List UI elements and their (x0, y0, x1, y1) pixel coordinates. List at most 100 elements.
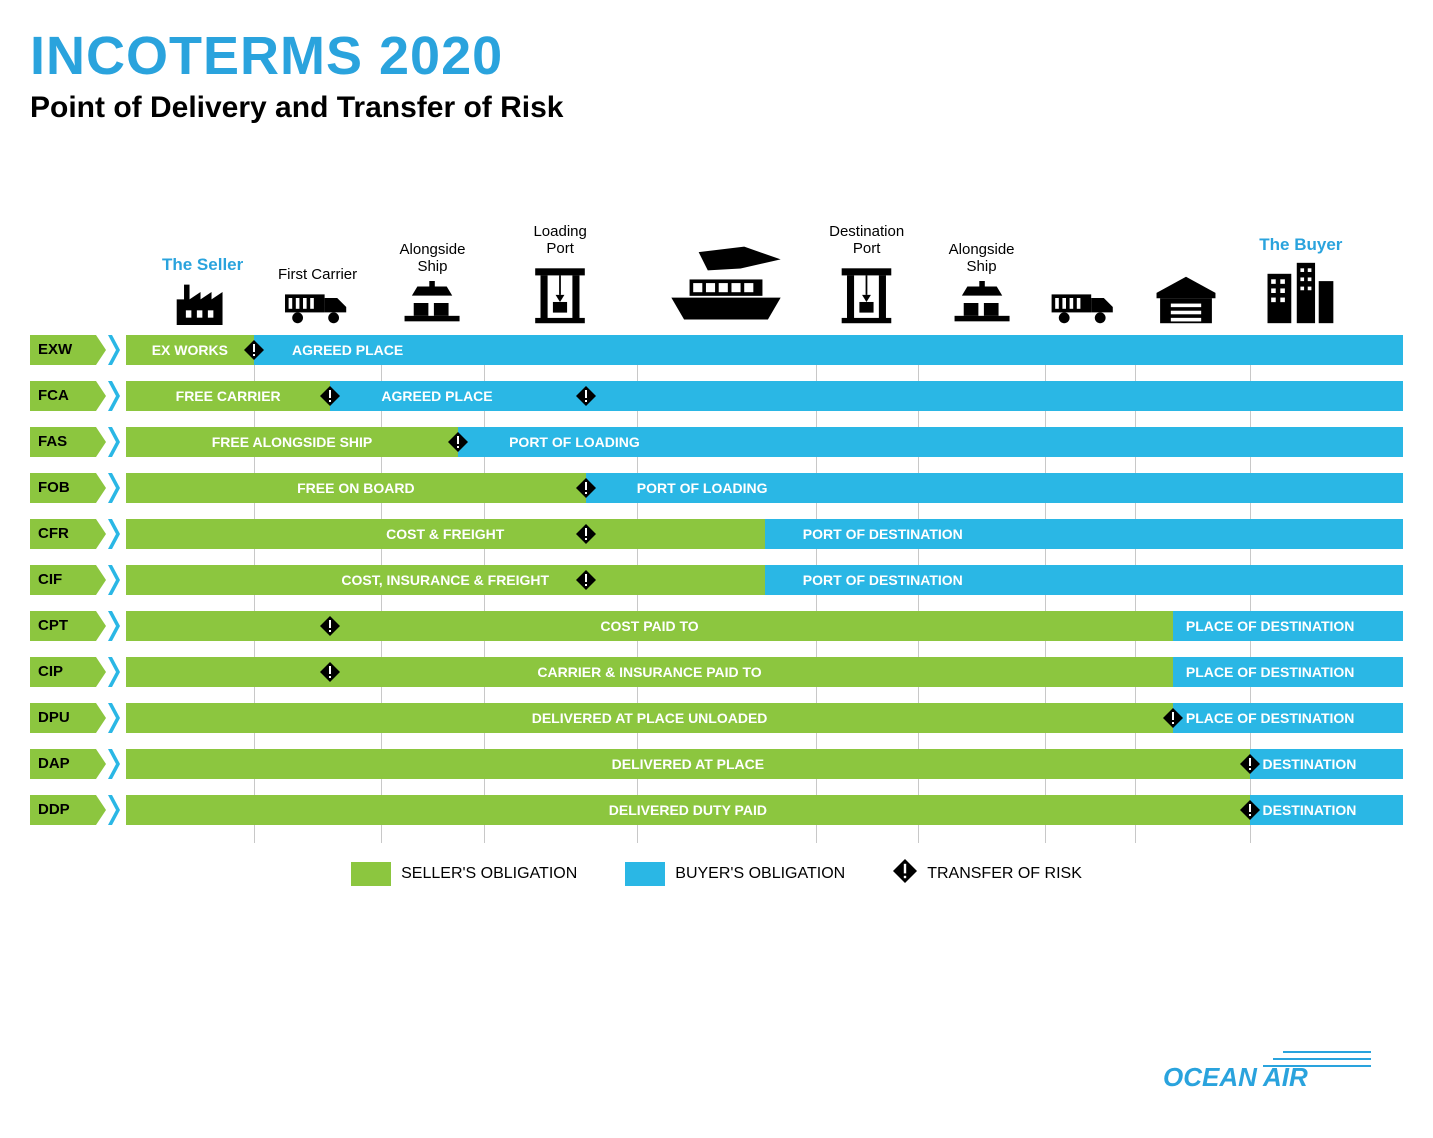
bar-track: COST PAID TOPLACE OF DESTINATION (126, 611, 1403, 641)
stage-alongside2: Alongside Ship (949, 241, 1015, 326)
chevron-icon (108, 335, 120, 365)
buyer-segment: AGREED PLACE (330, 381, 1403, 411)
stage-label: The Seller (162, 255, 243, 275)
page-subtitle: Point of Delivery and Transfer of Risk (30, 91, 1403, 125)
chevron-icon (108, 519, 120, 549)
buyer-segment: DESTINATION (1250, 795, 1403, 825)
risk-icon (448, 432, 468, 452)
chevron-icon (108, 427, 120, 457)
chevron-icon (108, 473, 120, 503)
crane-icon (829, 263, 904, 325)
term-code: CFR (30, 519, 96, 549)
term-row-dap: DAP DELIVERED AT PLACEDESTINATION (30, 749, 1403, 779)
term-code: EXW (30, 335, 96, 365)
risk-icon (320, 616, 340, 636)
chevron-icon (96, 703, 106, 733)
term-rows: EXWEX WORKSAGREED PLACEFCAFREE CARRIERAG… (30, 335, 1403, 825)
term-code: CPT (30, 611, 96, 641)
factory-icon (162, 281, 243, 325)
bar-track: FREE CARRIERAGREED PLACE (126, 381, 1403, 411)
chevron-icon (108, 795, 120, 825)
bar-track: FREE ON BOARDPORT OF LOADING (126, 473, 1403, 503)
legend-seller-label: SELLER'S OBLIGATION (401, 865, 577, 883)
stage-buyer: The Buyer (1259, 235, 1342, 325)
term-code: CIF (30, 565, 96, 595)
warehouse-icon (1154, 275, 1218, 325)
seller-segment: DELIVERED DUTY PAID (126, 795, 1250, 825)
legend-buyer: BUYER'S OBLIGATION (625, 862, 845, 886)
stage-label: First Carrier (278, 266, 357, 283)
chevron-icon (96, 749, 106, 779)
stage-carrier1: First Carrier (278, 266, 357, 325)
bar-track: COST, INSURANCE & FREIGHTPORT OF DESTINA… (126, 565, 1403, 595)
seller-segment: DELIVERED AT PLACE UNLOADED (126, 703, 1173, 733)
risk-icon (1240, 754, 1260, 774)
stage-label: Alongside Ship (400, 241, 466, 276)
term-row-cpt: CPT COST PAID TOPLACE OF DESTINATION (30, 611, 1403, 641)
buyer-segment: PORT OF DESTINATION (765, 565, 1404, 595)
buyer-segment: PORT OF LOADING (586, 473, 1403, 503)
stage-label: Loading Port (533, 223, 587, 258)
bar-track: EX WORKSAGREED PLACE (126, 335, 1403, 365)
stage-warehouse (1154, 275, 1218, 325)
buyer-segment: PORT OF DESTINATION (765, 519, 1404, 549)
seller-segment: EX WORKS (126, 335, 254, 365)
seller-segment: COST & FREIGHT (126, 519, 765, 549)
chevron-icon (108, 749, 120, 779)
term-row-ddp: DDP DELIVERED DUTY PAIDDESTINATION (30, 795, 1403, 825)
term-code: DPU (30, 703, 96, 733)
risk-icon (320, 662, 340, 682)
bar-track: DELIVERED AT PLACEDESTINATION (126, 749, 1403, 779)
risk-icon (576, 478, 596, 498)
stage-loadport: Loading Port (533, 223, 587, 326)
risk-icon (576, 386, 596, 406)
term-row-dpu: DPU DELIVERED AT PLACE UNLOADEDPLACE OF D… (30, 703, 1403, 733)
crane-icon (533, 263, 587, 325)
buyer-segment: DESTINATION (1250, 749, 1403, 779)
stage-seller: The Seller (162, 255, 243, 325)
term-row-exw: EXW EX WORKSAGREED PLACE (30, 335, 1403, 365)
truck-icon (1051, 289, 1117, 325)
risk-icon (1240, 800, 1260, 820)
truck-icon (278, 289, 357, 325)
term-row-cfr: CFR COST & FREIGHTPORT OF DESTINATION (30, 519, 1403, 549)
bar-track: FREE ALONGSIDE SHIPPORT OF LOADING (126, 427, 1403, 457)
seller-segment: FREE CARRIER (126, 381, 330, 411)
legend-risk-label: TRANSFER OF RISK (927, 865, 1082, 883)
legend-seller-swatch (351, 862, 391, 886)
term-row-fca: FCAFREE CARRIERAGREED PLACE (30, 381, 1403, 411)
term-row-fas: FAS FREE ALONGSIDE SHIPPORT OF LOADING (30, 427, 1403, 457)
buyer-segment: PLACE OF DESTINATION (1173, 657, 1403, 687)
chevron-icon (96, 611, 106, 641)
bar-track: DELIVERED AT PLACE UNLOADEDPLACE OF DEST… (126, 703, 1403, 733)
bar-track: CARRIER & INSURANCE PAID TOPLACE OF DEST… (126, 657, 1403, 687)
seller-segment: COST PAID TO (126, 611, 1173, 641)
chevron-icon (96, 565, 106, 595)
stage-label: Destination Port (829, 223, 904, 258)
chevron-icon (96, 657, 106, 687)
chevron-icon (108, 381, 120, 411)
legend-buyer-swatch (625, 862, 665, 886)
term-code: DAP (30, 749, 96, 779)
seller-segment: CARRIER & INSURANCE PAID TO (126, 657, 1173, 687)
buyer-segment: PORT OF LOADING (458, 427, 1403, 457)
term-code: FAS (30, 427, 96, 457)
risk-icon (320, 386, 340, 406)
chevron-icon (96, 335, 106, 365)
legend: SELLER'S OBLIGATION BUYER'S OBLIGATION T… (30, 859, 1403, 888)
chevron-icon (96, 519, 106, 549)
ship-icon (661, 243, 791, 325)
stage-vessel (661, 243, 791, 325)
risk-icon (576, 570, 596, 590)
term-code: DDP (30, 795, 96, 825)
term-row-cif: CIF COST, INSURANCE & FREIGHTPORT OF DEST… (30, 565, 1403, 595)
risk-icon (1163, 708, 1183, 728)
chevron-icon (108, 611, 120, 641)
seller-segment: FREE ON BOARD (126, 473, 586, 503)
bar-track: COST & FREIGHTPORT OF DESTINATION (126, 519, 1403, 549)
legend-seller: SELLER'S OBLIGATION (351, 862, 577, 886)
term-code: FOB (30, 473, 96, 503)
dock-icon (949, 281, 1015, 325)
seller-segment: FREE ALONGSIDE SHIP (126, 427, 458, 457)
stage-icons-row: The Seller First Carrier Alongside Ship Loa… (30, 175, 1403, 325)
